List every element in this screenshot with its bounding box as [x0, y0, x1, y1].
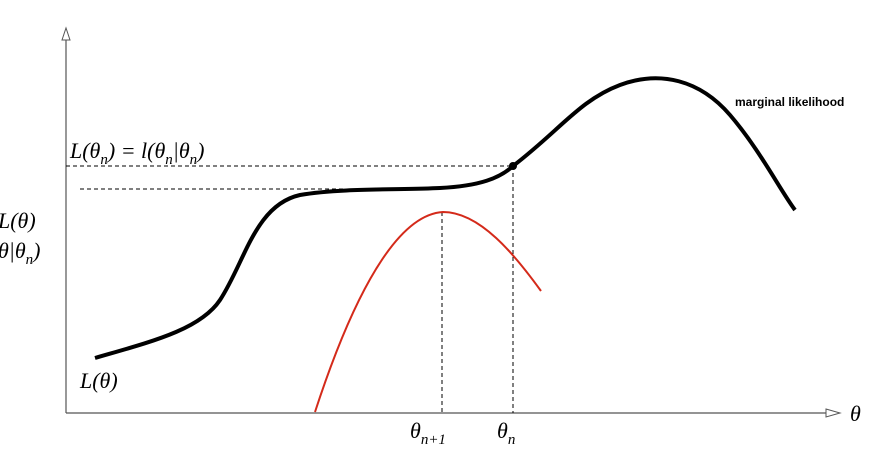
- label-part: ) = l(θ: [106, 138, 166, 163]
- label-part: L(θ: [69, 138, 101, 163]
- label-part: ): [31, 238, 40, 263]
- label-part: |θ: [173, 138, 190, 163]
- y-arrow: [61, 26, 71, 41]
- x-tick-label: θn: [497, 418, 515, 448]
- y-label: θ|θn): [0, 238, 41, 268]
- label-part: θ|θ: [0, 238, 26, 263]
- label-part: θ: [497, 418, 508, 443]
- label-part: L(θ): [0, 208, 36, 233]
- subscript: n+1: [421, 432, 446, 448]
- lower-bound-curve: [314, 210, 542, 413]
- label-part: L(θ): [79, 368, 118, 393]
- curve-label: L(θ): [79, 368, 118, 393]
- x-arrow: [825, 408, 842, 418]
- subscript: n: [165, 152, 173, 168]
- touch-point: [509, 162, 517, 170]
- likelihood-curve: [94, 76, 797, 360]
- subscript: n: [100, 152, 108, 168]
- label-part: ): [195, 138, 204, 163]
- subscript: n: [508, 432, 516, 448]
- label-part: θ: [410, 418, 421, 443]
- x-tick-label: θn+1: [410, 418, 446, 448]
- label-part: θ: [850, 401, 861, 426]
- x-axis-label: θ: [850, 401, 861, 426]
- curve-note: marginal likelihood: [735, 95, 844, 109]
- subscript: n: [190, 152, 198, 168]
- y-label: L(θ): [0, 208, 36, 233]
- subscript: n: [26, 252, 34, 268]
- top-label: L(θn) = l(θn|θn): [69, 138, 204, 168]
